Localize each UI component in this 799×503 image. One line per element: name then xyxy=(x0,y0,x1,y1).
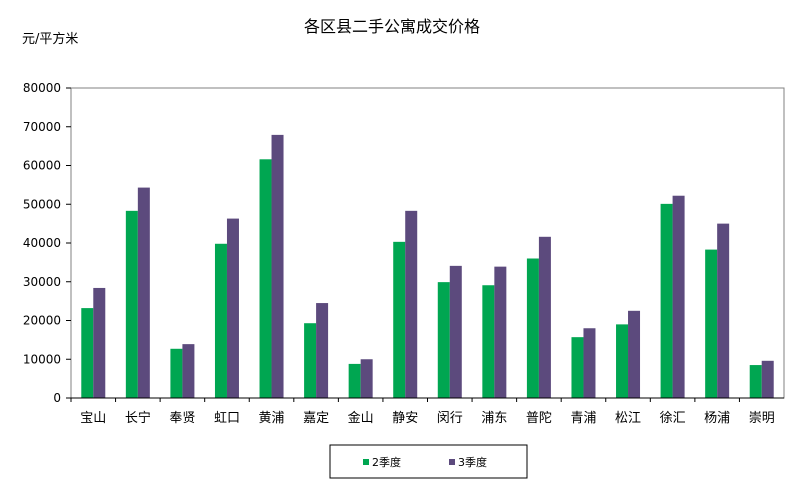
x-category-label: 徐汇 xyxy=(660,411,686,426)
chart-title: 各区县二手公寓成交价格 xyxy=(304,17,480,36)
bar-q3 xyxy=(137,187,150,398)
x-category-label: 金山 xyxy=(348,410,374,426)
y-tick-label: 40000 xyxy=(23,236,61,250)
y-tick-label: 10000 xyxy=(23,352,61,366)
bar-q2 xyxy=(393,241,406,398)
bar-q3 xyxy=(93,287,106,398)
bar-q3 xyxy=(449,265,462,398)
bar-q2 xyxy=(259,159,272,398)
bar-q2 xyxy=(660,203,673,398)
bar-q2 xyxy=(749,365,762,398)
bar-q3 xyxy=(761,360,774,398)
bar-q3 xyxy=(360,359,373,398)
x-category-label: 黄浦 xyxy=(259,411,285,426)
bar-q2 xyxy=(571,337,584,398)
x-category-label: 宝山 xyxy=(80,411,106,426)
y-tick-label: 80000 xyxy=(23,81,61,95)
legend-label-q2: 2季度 xyxy=(372,455,401,469)
bar-q2 xyxy=(348,363,361,398)
bar-q3 xyxy=(405,210,418,398)
bar-q2 xyxy=(81,308,94,398)
x-category-label: 崇明 xyxy=(749,411,775,426)
bar-q2 xyxy=(437,282,450,398)
x-category-label: 杨浦 xyxy=(704,411,730,426)
bar-q3 xyxy=(494,266,507,398)
bar-q3 xyxy=(628,310,641,398)
bar-q3 xyxy=(672,195,685,398)
bar-q3 xyxy=(583,328,596,398)
bar-q2 xyxy=(170,348,183,398)
x-category-label: 普陀 xyxy=(526,410,552,426)
y-tick-label: 0 xyxy=(53,391,61,405)
legend-box xyxy=(329,444,528,479)
bars xyxy=(81,134,774,398)
x-category-label: 奉贤 xyxy=(169,411,195,426)
y-tick-label: 30000 xyxy=(23,275,61,289)
legend-swatch-q2 xyxy=(363,459,369,465)
bar-q2 xyxy=(616,324,629,398)
x-axis: 宝山 长宁 奉贤 虹口 黄浦 嘉定 金山 静安 闵行 浦东 普陀 青浦 松江 徐汇 杨浦 崇明 xyxy=(70,397,784,426)
y-tick-label: 70000 xyxy=(23,120,61,134)
y-tick-label: 50000 xyxy=(23,197,61,211)
bar-q2 xyxy=(526,258,539,398)
bar-q3 xyxy=(226,218,239,398)
bar-q2 xyxy=(214,243,227,398)
legend-swatch-q3 xyxy=(449,459,455,465)
x-category-label: 浦东 xyxy=(481,411,507,426)
y-axis-unit-label: 元/平方米 xyxy=(22,31,78,47)
bar-q2 xyxy=(705,249,718,398)
x-category-label: 虹口 xyxy=(214,411,240,426)
bar-q2 xyxy=(482,285,495,398)
bar-q3 xyxy=(717,223,730,398)
y-axis: 0 10000 20000 30000 40000 50000 60000 70000 8000… xyxy=(23,81,71,405)
y-tick-label: 60000 xyxy=(23,159,61,173)
legend: 2季度 3季度 xyxy=(329,444,528,479)
y-tick-label: 20000 xyxy=(23,314,61,328)
bar-q3 xyxy=(271,134,284,398)
x-category-label: 嘉定 xyxy=(303,411,329,426)
bar-q2 xyxy=(125,210,138,398)
bar-q2 xyxy=(304,323,317,398)
bar-q3 xyxy=(316,303,329,398)
x-category-label: 青浦 xyxy=(570,411,596,426)
bar-q3 xyxy=(538,236,551,398)
bar-q3 xyxy=(182,344,195,398)
legend-label-q3: 3季度 xyxy=(458,455,487,469)
x-category-label: 静安 xyxy=(392,411,418,426)
x-category-label: 长宁 xyxy=(125,410,151,426)
x-category-label: 闵行 xyxy=(437,411,463,426)
x-category-label: 松江 xyxy=(615,411,641,426)
